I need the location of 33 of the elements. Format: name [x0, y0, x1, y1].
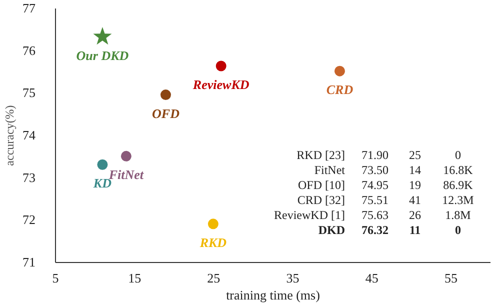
x-tick-label: 55: [444, 270, 458, 286]
point: [120, 150, 132, 162]
x-tick-label: 5: [52, 270, 59, 286]
y-tick-label: 72: [22, 212, 36, 228]
x-tick-label: 35: [286, 270, 300, 286]
y-axis-title: accuracy(%): [2, 105, 16, 166]
series-label: RKD: [198, 234, 228, 250]
point: [93, 27, 112, 45]
series-label: CRD: [326, 82, 354, 98]
y-tick-label: 77: [22, 0, 36, 16]
y-tick-label: 71: [22, 254, 36, 270]
x-axis-title: training time (ms): [226, 288, 320, 302]
x-tick-label: 15: [128, 270, 142, 286]
y-tick-label: 74: [22, 128, 36, 142]
x-tick-label: 45: [365, 270, 378, 286]
text: CRD [32] 75.51 41 12.3M: [297, 193, 474, 207]
point: [334, 66, 345, 76]
y-tick-label: 76: [22, 42, 36, 58]
text: FitNet 73.50 14 16.8K: [314, 163, 473, 177]
text: RKD [23] 71.90 25 0: [296, 148, 461, 162]
point: [97, 159, 108, 170]
text: ReviewKD [1] 75.63 26 1.8M: [274, 208, 471, 222]
point: [160, 90, 171, 100]
series-label: Our DKD: [76, 48, 130, 63]
point: [208, 218, 218, 230]
x-tick-label: 25: [207, 270, 220, 286]
y-tick-label: 73: [22, 170, 36, 185]
series-label: ReviewKD: [192, 76, 250, 92]
series-label: OFD: [152, 106, 180, 121]
point: [216, 60, 226, 72]
y-tick-label: 75: [22, 85, 36, 100]
text: OFD [10] 74.95 19 86.9K: [298, 178, 473, 192]
text: DKD 76.32 11 0: [318, 223, 461, 237]
